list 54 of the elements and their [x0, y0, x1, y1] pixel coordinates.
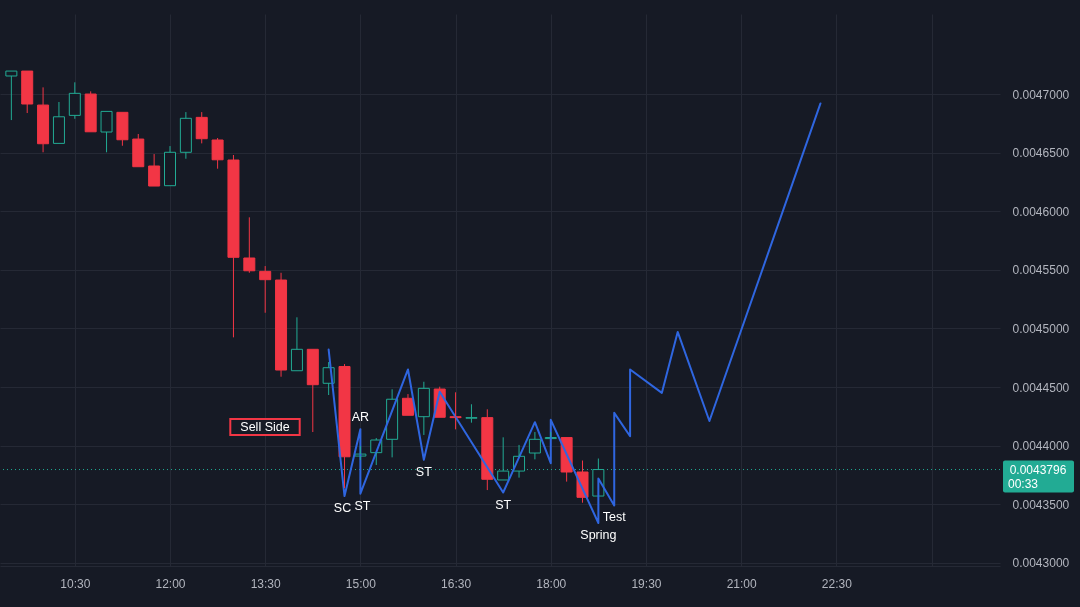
candlestick [227, 154, 240, 338]
candlestick [84, 90, 97, 133]
x-tick-label: 21:00 [726, 576, 757, 591]
y-tick-label: 0.0045500 [1012, 263, 1070, 278]
x-tick-label: 15:00 [345, 576, 377, 591]
annotation: SC [333, 501, 352, 516]
annotation: ST [415, 464, 433, 479]
candlestick [243, 216, 256, 274]
annotation: ST [495, 497, 512, 512]
x-tick-label: 13:30 [250, 576, 282, 591]
candlestick [290, 316, 303, 372]
candlestick [211, 137, 224, 170]
x-tick-label: 18:00 [536, 576, 567, 591]
candlestick [132, 133, 145, 168]
x-tick-label: 12:00 [155, 576, 186, 591]
candlestick [37, 86, 50, 153]
candlestick [528, 431, 541, 460]
candlestick [275, 272, 288, 378]
candlestick [164, 145, 176, 187]
candlestick [148, 153, 161, 187]
y-tick-label: 0.0043500 [1012, 497, 1070, 512]
y-tick-label: 0.0043000 [1012, 556, 1070, 571]
text: 00:33 [1008, 476, 1039, 491]
x-tick-label: 19:30 [631, 576, 662, 591]
y-tick-label: 0.0046000 [1012, 204, 1070, 219]
annotation: ST [354, 498, 371, 513]
ref-line-label: 0.0043796 [1009, 462, 1067, 477]
x-tick-label: 16:30 [441, 576, 472, 591]
y-tick-label: 0.0045000 [1012, 321, 1070, 336]
candlestick [401, 393, 414, 416]
candlestick [52, 101, 65, 144]
candlestick [5, 70, 18, 121]
candlestick [306, 348, 319, 433]
candlestick [259, 265, 272, 314]
candlestick [68, 81, 81, 120]
y-tick-label: 0.0047000 [1012, 87, 1070, 102]
x-tick-label: 22:30 [821, 576, 853, 591]
x-tick-label: 10:30 [60, 576, 91, 591]
annotation: AR [351, 410, 370, 425]
candlestick [449, 391, 462, 430]
candlestick [338, 363, 351, 489]
candlestick [116, 111, 129, 147]
y-tick-label: 0.0044500 [1012, 380, 1070, 395]
y-tick-label: 0.0044000 [1012, 439, 1070, 454]
line-series [327, 102, 822, 524]
candlestick [100, 110, 113, 153]
candlestick [481, 408, 494, 491]
candlestick [179, 111, 192, 160]
candlestick [465, 403, 478, 424]
y-tick-label: 0.0046500 [1012, 146, 1070, 161]
annotation: Spring [580, 527, 617, 542]
annotation: Test [602, 510, 627, 525]
candlestick [21, 70, 34, 114]
annotation: Sell Side [240, 420, 290, 434]
